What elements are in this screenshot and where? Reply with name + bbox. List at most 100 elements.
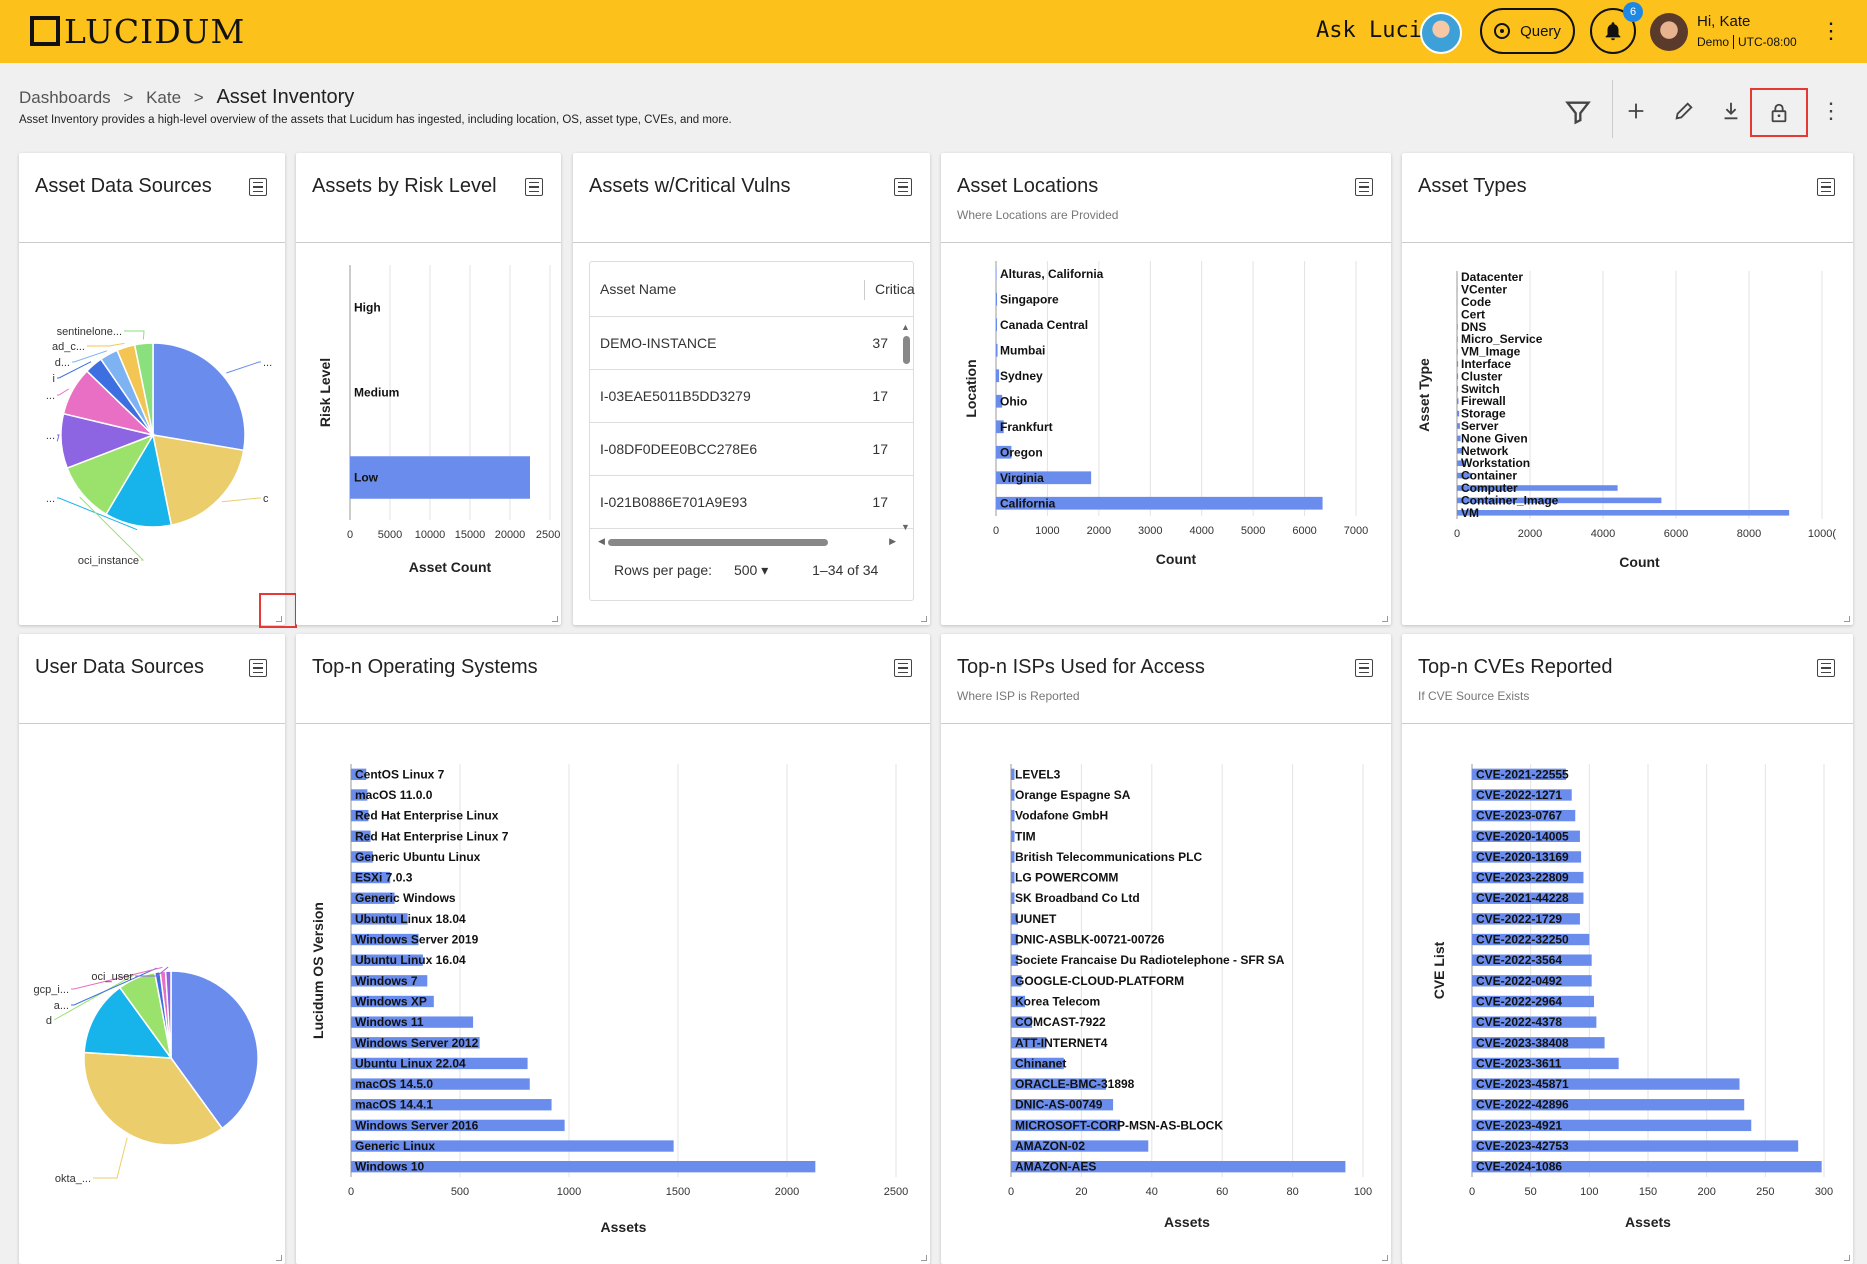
resize-handle[interactable]: [1844, 616, 1850, 622]
filter-icon[interactable]: [1563, 98, 1593, 126]
y-axis-label: Asset Type: [1416, 358, 1432, 432]
user-avatar[interactable]: [1650, 13, 1688, 51]
rows-per-page-select[interactable]: 500 ▾: [733, 562, 769, 578]
bar: [996, 445, 1012, 459]
x-tick-label: 0: [348, 1186, 354, 1198]
category-label: CVE-2023-4921: [1476, 1118, 1562, 1132]
bar: [351, 830, 371, 842]
pie-label: d...: [55, 357, 70, 369]
bar: [351, 1016, 474, 1028]
notifications-button[interactable]: [1590, 8, 1636, 54]
category-label: Firewall: [1461, 394, 1506, 408]
query-button[interactable]: Query: [1480, 8, 1575, 54]
x-tick-label: 80: [1286, 1186, 1298, 1198]
category-label: CentOS Linux 7: [355, 767, 445, 781]
panel-header: Assets by Risk Level: [296, 153, 561, 243]
breadcrumb-kate[interactable]: Kate: [146, 88, 182, 107]
x-tick-label: 3000: [1138, 525, 1162, 537]
lucidum-logo[interactable]: LUCIDUM: [30, 12, 245, 51]
vertical-scrollbar[interactable]: ▲ ▼: [901, 322, 910, 532]
resize-handle[interactable]: [552, 616, 558, 622]
x-tick-label: 200: [1697, 1186, 1715, 1198]
resize-handle[interactable]: [1382, 616, 1388, 622]
x-tick-label: 1000(: [1808, 528, 1836, 540]
scrollbar-thumb[interactable]: [608, 539, 828, 546]
resize-handle[interactable]: [921, 1255, 927, 1261]
bar: [1011, 1160, 1346, 1173]
user-greeting[interactable]: Hi, Kate: [1697, 13, 1751, 30]
org-timezone: Demo UTC-08:00: [1697, 35, 1797, 49]
pie-slice: [152, 342, 246, 452]
edit-icon[interactable]: [1673, 100, 1695, 122]
list-view-icon[interactable]: [1355, 178, 1373, 196]
column-divider[interactable]: [864, 280, 865, 300]
pie-leader-line: [71, 967, 157, 1006]
asset-data-sources-panel: Asset Data Sources ... c... oci_instance..…: [19, 153, 285, 625]
table-row[interactable]: I-021B0886E701A9E93 17: [590, 476, 913, 529]
toolbar-more-icon[interactable]: ⋮: [1820, 98, 1842, 123]
lock-button[interactable]: [1750, 88, 1808, 137]
header-more-icon[interactable]: ⋮: [1820, 18, 1842, 43]
list-view-icon[interactable]: [1355, 659, 1373, 677]
table-row[interactable]: I-08DF0DEE0BCC278E6 17: [590, 423, 913, 476]
category-label: Ubuntu Linux 18.04: [355, 912, 466, 926]
list-view-icon[interactable]: [894, 178, 912, 196]
scrollbar-thumb[interactable]: [903, 336, 910, 364]
pie-label: i: [53, 373, 55, 385]
bar: [1011, 809, 1015, 822]
pie-leader-line: [57, 388, 70, 396]
user-data-sources-panel: User Data Sources okta_... d a... gcp_i... o…: [19, 634, 285, 1264]
category-label: Orange Espagne SA: [1015, 788, 1131, 802]
pie-leader-line: [71, 966, 163, 990]
bar: [1011, 954, 1019, 966]
list-view-icon[interactable]: [894, 659, 912, 677]
breadcrumb-separator: >: [123, 88, 134, 107]
table-row[interactable]: I-03EAE5011B5DD3279 17: [590, 370, 913, 423]
horizontal-scrollbar[interactable]: ◀ ▶: [598, 536, 896, 546]
table-row[interactable]: DEMO-INSTANCE 37: [590, 317, 913, 370]
y-axis-label: Risk Level: [317, 358, 333, 427]
x-tick-label: 500: [451, 1186, 469, 1198]
category-label: CVE-2023-3611: [1476, 1056, 1562, 1070]
category-label: CVE-2022-32250: [1476, 933, 1569, 947]
panel-header: Asset Data Sources: [19, 153, 285, 243]
list-view-icon[interactable]: [525, 178, 543, 196]
bar: [1472, 1057, 1619, 1070]
list-view-icon[interactable]: [249, 178, 267, 196]
resize-handle[interactable]: [1382, 1255, 1388, 1261]
luci-avatar[interactable]: [1420, 12, 1462, 54]
pie-label: ...: [46, 390, 55, 402]
resize-handle[interactable]: [921, 616, 927, 622]
bar: [996, 292, 998, 306]
list-view-icon[interactable]: [249, 659, 267, 677]
add-icon[interactable]: [1625, 100, 1647, 122]
list-view-icon[interactable]: [1817, 659, 1835, 677]
panel-header: Assets w/Critical Vulns: [573, 153, 930, 243]
panel-title: Asset Locations: [957, 175, 1099, 197]
column-header-asset-name[interactable]: Asset Name: [600, 281, 677, 297]
category-label: macOS 11.0.0: [355, 788, 433, 802]
bar: [1457, 485, 1618, 491]
pie-label: oci_user: [91, 971, 133, 983]
x-tick-label: 5000: [378, 529, 402, 541]
x-tick-label: 2000: [1087, 525, 1111, 537]
panel-title: Top-n CVEs Reported: [1418, 656, 1613, 678]
category-label: British Telecommunications PLC: [1015, 850, 1202, 864]
category-label: Windows 10: [355, 1160, 425, 1174]
asset-name-cell: I-03EAE5011B5DD3279: [600, 388, 751, 404]
pie-label: c: [263, 493, 269, 505]
resize-handle[interactable]: [1844, 1255, 1850, 1261]
category-label: COMCAST-7922: [1015, 1015, 1106, 1029]
category-label: CVE-2023-38408: [1476, 1036, 1569, 1050]
resize-handle[interactable]: [276, 1255, 282, 1261]
resize-handle[interactable]: [276, 616, 282, 622]
category-label: Windows 7: [355, 974, 418, 988]
category-label: Korea Telecom: [1015, 994, 1100, 1008]
category-label: AMAZON-AES: [1015, 1160, 1096, 1174]
column-header-critical[interactable]: Critica: [875, 281, 915, 297]
category-label: Switch: [1461, 382, 1500, 396]
download-icon[interactable]: [1720, 100, 1742, 122]
x-tick-label: 4000: [1591, 528, 1615, 540]
list-view-icon[interactable]: [1817, 178, 1835, 196]
breadcrumb-dashboards[interactable]: Dashboards: [19, 88, 111, 107]
